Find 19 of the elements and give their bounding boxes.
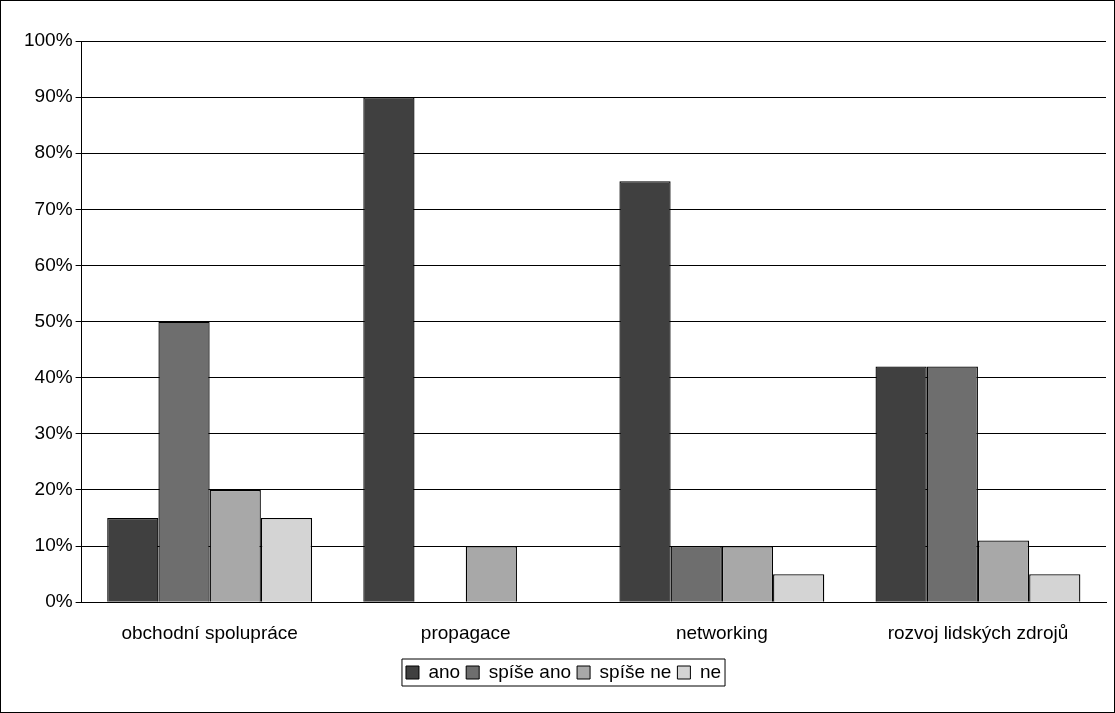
legend-label: spíše ne bbox=[599, 660, 672, 682]
legend-label: spíše ano bbox=[488, 660, 572, 682]
y-tick-label: 30% bbox=[34, 422, 73, 444]
y-tick-label: 90% bbox=[34, 85, 73, 107]
legend-label: ne bbox=[699, 660, 722, 682]
y-tick-label: 10% bbox=[34, 534, 73, 556]
y-tick-label: 0% bbox=[45, 590, 73, 612]
y-tick-label: 100% bbox=[23, 29, 73, 51]
y-tick-label: 20% bbox=[34, 478, 73, 500]
x-tick-label: networking bbox=[675, 621, 768, 643]
y-tick-label: 80% bbox=[34, 141, 73, 163]
y-tick-label: 70% bbox=[34, 197, 73, 219]
legend-label: ano bbox=[428, 660, 461, 682]
y-tick-label: 50% bbox=[34, 309, 73, 331]
x-tick-label: obchodní spolupráce bbox=[121, 621, 298, 643]
x-tick-label: propagace bbox=[420, 621, 511, 643]
y-tick-label: 40% bbox=[34, 365, 73, 387]
y-tick-label: 60% bbox=[34, 253, 73, 275]
x-tick-label: rozvoj lidských zdrojů bbox=[887, 621, 1069, 643]
